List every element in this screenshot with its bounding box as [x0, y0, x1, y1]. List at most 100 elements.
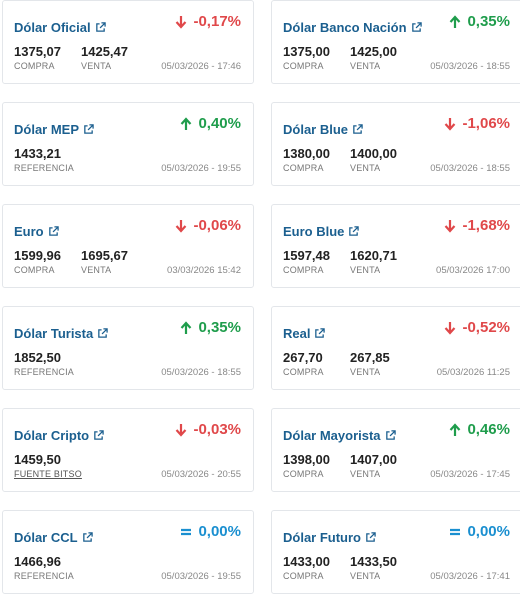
source-link[interactable]: FUENTE BITSO	[14, 469, 82, 479]
updated-date: 05/03/2026 - 19:55	[161, 571, 241, 582]
change-indicator: -1,06%	[444, 115, 510, 132]
quote-card-dolar-turista: Dólar Turista 0,35% 1852,50 REFERENCIA 0…	[2, 306, 254, 390]
reference-value: 1433,21	[14, 146, 61, 161]
reference-label: REFERENCIA	[14, 163, 75, 173]
arrow-down-icon	[176, 15, 187, 29]
buy-value: 1380,00	[283, 146, 330, 161]
sell-label: VENTA	[81, 265, 112, 275]
buy-label: COMPRA	[283, 265, 324, 275]
card-title-link[interactable]: Dólar Banco Nación	[283, 20, 422, 35]
arrow-down-icon	[445, 117, 456, 131]
quote-card-dolar-blue: Dólar Blue -1,06% 1380,00 1400,00 COMPRA…	[271, 102, 520, 186]
change-indicator: -0,17%	[175, 13, 241, 30]
quote-card-dolar-banco-nacion: Dólar Banco Nación 0,35% 1375,00 1425,00…	[271, 0, 520, 84]
buy-label: COMPRA	[283, 367, 324, 377]
updated-date: 05/03/2026 - 18:55	[161, 367, 241, 378]
quote-card-dolar-mep: Dólar MEP 0,40% 1433,21 REFERENCIA 05/03…	[2, 102, 254, 186]
card-title-link[interactable]: Dólar Futuro	[283, 530, 376, 545]
reference-label: REFERENCIA	[14, 571, 75, 581]
buy-label: COMPRA	[283, 469, 324, 479]
buy-label: COMPRA	[283, 571, 324, 581]
arrow-up-icon	[450, 422, 461, 436]
card-title-link[interactable]: Euro	[14, 224, 59, 239]
external-link-icon	[82, 532, 93, 542]
buy-label: COMPRA	[283, 61, 324, 71]
sell-value: 1433,50	[350, 554, 397, 569]
change-indicator: -0,06%	[175, 217, 241, 234]
arrow-down-icon	[176, 219, 187, 233]
change-indicator: 0,35%	[180, 319, 241, 336]
external-link-icon	[98, 328, 108, 338]
sell-label: VENTA	[350, 367, 381, 377]
updated-date: 05/03/2026 - 17:46	[161, 61, 241, 72]
external-link-icon	[315, 328, 326, 338]
sell-value: 1425,00	[350, 44, 397, 59]
card-title-link[interactable]: Dólar Mayorista	[283, 428, 396, 443]
change-indicator: 0,00%	[180, 523, 241, 540]
equals-icon	[450, 528, 461, 535]
buy-value: 1433,00	[283, 554, 330, 569]
change-indicator: 0,00%	[449, 523, 510, 540]
quote-card-dolar-oficial: Dólar Oficial -0,17% 1375,07 1425,47 COM…	[2, 0, 254, 84]
updated-date: 05/03/2026 - 19:55	[161, 163, 241, 174]
change-indicator: -0,03%	[175, 421, 241, 438]
arrow-down-icon	[445, 219, 456, 233]
external-link-icon	[95, 22, 106, 32]
updated-date: 05/03/2026 - 17:41	[430, 571, 510, 582]
sell-label: VENTA	[350, 61, 381, 71]
updated-date: 05/03/2026 11:25	[436, 367, 510, 378]
sell-label: VENTA	[350, 571, 381, 581]
sell-label: VENTA	[81, 61, 112, 71]
external-link-icon	[353, 124, 363, 134]
updated-date: 05/03/2026 17:00	[436, 265, 510, 276]
card-title-link[interactable]: Dólar MEP	[14, 122, 94, 137]
sell-value: 1400,00	[350, 146, 397, 161]
arrow-down-icon	[445, 321, 456, 335]
card-title-link[interactable]: Euro Blue	[283, 224, 360, 239]
sell-value: 1425,47	[81, 44, 128, 59]
card-title-link[interactable]: Dólar Oficial	[14, 20, 106, 35]
sell-label: VENTA	[350, 163, 381, 173]
arrow-up-icon	[450, 14, 461, 28]
external-link-icon	[385, 430, 396, 440]
equals-icon	[181, 528, 192, 535]
change-indicator: 0,46%	[449, 421, 510, 438]
updated-date: 05/03/2026 - 20:55	[161, 469, 241, 480]
reference-value: 1852,50	[14, 350, 61, 365]
quote-card-dolar-futuro: Dólar Futuro 0,00% 1433,00 1433,50 COMPR…	[271, 510, 520, 594]
change-indicator: 0,40%	[180, 115, 241, 132]
sell-value: 267,85	[350, 350, 390, 365]
updated-date: 05/03/2026 - 18:55	[430, 163, 510, 174]
updated-date: 05/03/2026 - 18:55	[430, 61, 510, 72]
buy-value: 1375,00	[283, 44, 330, 59]
card-title-link[interactable]: Dólar Turista	[14, 326, 108, 341]
buy-value: 1398,00	[283, 452, 330, 467]
quote-card-real: Real -0,52% 267,70 267,85 COMPRA VENTA 0…	[271, 306, 520, 390]
external-link-icon	[349, 226, 360, 236]
buy-label: COMPRA	[14, 265, 55, 275]
external-link-icon	[94, 430, 104, 440]
arrow-down-icon	[176, 423, 187, 437]
card-title-link[interactable]: Real	[283, 326, 326, 341]
sell-value: 1695,67	[81, 248, 128, 263]
reference-value: 1459,50	[14, 452, 61, 467]
external-link-icon	[84, 124, 94, 134]
quote-card-dolar-mayorista: Dólar Mayorista 0,46% 1398,00 1407,00 CO…	[271, 408, 520, 492]
external-link-icon	[366, 532, 376, 542]
sell-label: VENTA	[350, 469, 381, 479]
buy-value: 1597,48	[283, 248, 330, 263]
arrow-up-icon	[181, 116, 192, 130]
buy-value: 1375,07	[14, 44, 61, 59]
card-title-link[interactable]: Dólar Cripto	[14, 428, 104, 443]
updated-date: 03/03/2026 15:42	[167, 265, 241, 276]
buy-label: COMPRA	[14, 61, 55, 71]
quote-card-dolar-ccl: Dólar CCL 0,00% 1466,96 REFERENCIA 05/03…	[2, 510, 254, 594]
buy-value: 267,70	[283, 350, 323, 365]
card-title-link[interactable]: Dólar Blue	[283, 122, 363, 137]
card-title-link[interactable]: Dólar CCL	[14, 530, 93, 545]
sell-label: VENTA	[350, 265, 381, 275]
updated-date: 05/03/2026 - 17:45	[430, 469, 510, 480]
arrow-up-icon	[181, 320, 192, 334]
external-link-icon	[411, 22, 422, 32]
sell-value: 1407,00	[350, 452, 397, 467]
